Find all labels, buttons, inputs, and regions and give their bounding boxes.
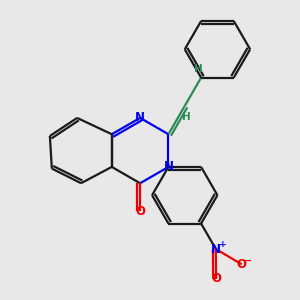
- Text: N: N: [211, 242, 221, 256]
- Text: O: O: [211, 272, 221, 286]
- Text: −: −: [243, 256, 253, 266]
- Text: N: N: [164, 160, 173, 173]
- Text: +: +: [218, 240, 226, 249]
- Text: O: O: [237, 258, 247, 271]
- Text: H: H: [194, 64, 203, 74]
- Text: N: N: [135, 111, 145, 124]
- Text: H: H: [182, 112, 190, 122]
- Text: O: O: [135, 205, 145, 218]
